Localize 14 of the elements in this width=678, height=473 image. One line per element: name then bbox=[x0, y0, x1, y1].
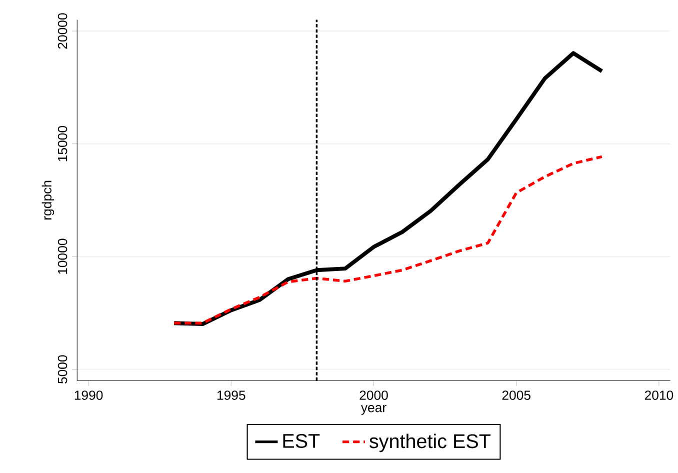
y-tick-label: 20000 bbox=[58, 13, 68, 49]
x-tick-label: 2000 bbox=[360, 390, 388, 400]
y-tick-label: 15000 bbox=[58, 126, 68, 162]
line-series bbox=[172, 155, 604, 325]
legend-label: EST bbox=[283, 434, 320, 448]
y-tick-label: 5000 bbox=[58, 355, 68, 384]
x-axis-title: year bbox=[360, 405, 386, 416]
x-tick-label: 2010 bbox=[644, 390, 674, 400]
y-axis-title: rgdpch bbox=[42, 181, 54, 220]
x-tick-label: 2005 bbox=[502, 390, 530, 400]
x-tick-label: 1995 bbox=[217, 390, 246, 400]
y-tick-label: 10000 bbox=[58, 238, 68, 274]
x-tick-label: 1990 bbox=[74, 390, 103, 400]
legend-label: synthetic EST bbox=[370, 434, 490, 452]
